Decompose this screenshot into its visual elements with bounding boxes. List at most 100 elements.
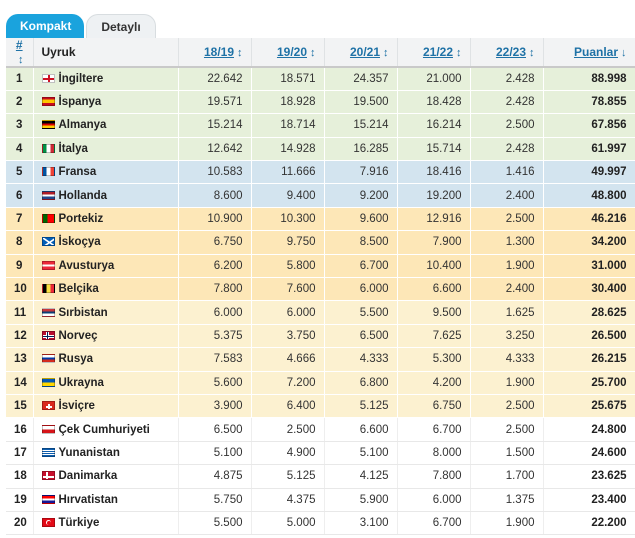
season-points-cell: 2.428 — [470, 67, 544, 91]
season-points-cell: 3.900 — [178, 394, 252, 419]
country-name[interactable]: İtalya — [58, 142, 88, 155]
country-name[interactable]: İspanya — [58, 96, 102, 109]
column-header-season-21-22[interactable]: 21/22 ↕ — [397, 38, 471, 68]
table-row: 17 Yunanistan 5.100 4.900 5.100 8.000 1.500 24.… — [6, 441, 635, 466]
total-points-cell: 49.997 — [543, 160, 635, 185]
total-points-cell: 88.998 — [543, 67, 635, 91]
country-cell: Avusturya — [33, 254, 179, 279]
table-row: 12 Norveç 5.375 3.750 6.500 7.625 3.250 26.500 — [6, 324, 635, 349]
country-name[interactable]: Çek Cumhuriyeti — [58, 423, 150, 436]
season-points-cell: 10.900 — [178, 207, 252, 232]
season-points-cell: 5.000 — [251, 511, 325, 536]
column-header-season-20-21[interactable]: 20/21 ↕ — [324, 38, 398, 68]
column-header-points[interactable]: Puanlar ↓ — [543, 38, 635, 68]
country-cell: Portekiz — [33, 207, 179, 232]
country-name[interactable]: Portekiz — [58, 213, 104, 226]
country-name[interactable]: Norveç — [58, 329, 98, 342]
column-header-season-19-20[interactable]: 19/20 ↕ — [251, 38, 325, 68]
country-name[interactable]: Danimarka — [58, 470, 118, 483]
total-points-cell: 48.800 — [543, 183, 635, 208]
rank-cell: 1 — [6, 67, 34, 91]
country-name[interactable]: İngiltere — [58, 72, 104, 85]
season-points-cell: 19.571 — [178, 90, 252, 115]
rank-cell: 2 — [6, 90, 34, 115]
rank-cell: 13 — [6, 347, 34, 372]
country-name[interactable]: Sırbistan — [58, 306, 108, 319]
season-points-cell: 7.200 — [251, 371, 325, 395]
season-points-cell: 1.300 — [470, 230, 544, 255]
season-points-cell: 1.625 — [470, 300, 544, 325]
season-points-cell: 6.000 — [324, 277, 398, 302]
table-header-row: #↕ Uyruk 18/19 ↕ 19/20 ↕ 20/21 ↕ 21/22 ↕ 22/… — [6, 38, 635, 68]
country-name[interactable]: Hırvatistan — [58, 493, 118, 506]
sort-both-icon: ↕ — [529, 47, 535, 59]
total-points-cell: 22.200 — [543, 511, 635, 536]
country-name[interactable]: Avusturya — [58, 259, 115, 272]
season-points-cell: 1.700 — [470, 464, 544, 489]
rank-cell: 17 — [6, 441, 34, 466]
rank-cell: 15 — [6, 394, 34, 419]
sort-both-icon: ↕ — [310, 47, 316, 59]
country-name[interactable]: Fransa — [58, 166, 97, 179]
table-row: 15 İsviçre 3.900 6.400 5.125 6.750 2.500 25.675 — [6, 394, 635, 419]
country-name[interactable]: Türkiye — [58, 517, 100, 530]
country-name[interactable]: Yunanistan — [58, 446, 120, 459]
country-name[interactable]: Rusya — [58, 353, 94, 366]
table-body: 1 İngiltere 22.642 18.571 24.357 21.000 2.428 8… — [6, 67, 635, 536]
total-points-cell: 24.800 — [543, 417, 635, 442]
table-row: 20 Türkiye 5.500 5.000 3.100 6.700 1.900 22.200 — [6, 511, 635, 536]
season-points-cell: 10.583 — [178, 160, 252, 185]
season-points-cell: 2.428 — [470, 90, 544, 115]
season-points-cell: 2.500 — [251, 417, 325, 442]
season-points-cell: 5.100 — [178, 441, 252, 466]
rank-cell: 19 — [6, 488, 34, 512]
season-points-cell: 6.000 — [397, 488, 471, 512]
country-name[interactable]: Ukrayna — [58, 376, 104, 389]
season-points-cell: 5.375 — [178, 324, 252, 349]
country-name[interactable]: Almanya — [58, 119, 107, 132]
table-row: 8 İskoçya 6.750 9.750 8.500 7.900 1.300 34.200 — [6, 230, 635, 255]
flag-gre-icon — [41, 447, 55, 457]
total-points-cell: 30.400 — [543, 277, 635, 302]
season-points-cell: 5.900 — [324, 488, 398, 512]
table-row: 19 Hırvatistan 5.750 4.375 5.900 6.000 1.375 23… — [6, 488, 635, 512]
season-points-cell: 11.666 — [251, 160, 325, 185]
country-cell: İspanya — [33, 90, 179, 115]
flag-cro-icon — [41, 494, 55, 504]
season-points-cell: 6.500 — [178, 417, 252, 442]
season-21-22-header-label: 21/22 — [422, 45, 453, 59]
country-cell: Yunanistan — [33, 441, 179, 466]
rank-cell: 6 — [6, 183, 34, 208]
season-points-cell: 1.900 — [470, 371, 544, 395]
total-points-cell: 23.400 — [543, 488, 635, 512]
sort-both-icon: ↕ — [383, 47, 389, 59]
rank-cell: 11 — [6, 300, 34, 325]
rank-cell: 8 — [6, 230, 34, 255]
season-points-cell: 1.500 — [470, 441, 544, 466]
country-name[interactable]: Hollanda — [58, 189, 108, 202]
tab-compact[interactable]: Kompakt — [6, 14, 84, 38]
column-header-season-18-19[interactable]: 18/19 ↕ — [178, 38, 252, 68]
season-points-cell: 6.500 — [324, 324, 398, 349]
season-points-cell: 6.700 — [397, 417, 471, 442]
column-header-season-22-23[interactable]: 22/23 ↕ — [470, 38, 544, 68]
table-row: 7 Portekiz 10.900 10.300 9.600 12.916 2.500 46.… — [6, 207, 635, 232]
season-points-cell: 7.916 — [324, 160, 398, 185]
country-name[interactable]: İskoçya — [58, 236, 101, 249]
sort-both-icon: ↕ — [456, 47, 462, 59]
season-points-cell: 2.500 — [470, 113, 544, 138]
season-points-cell: 4.200 — [397, 371, 471, 395]
country-cell: Sırbistan — [33, 300, 179, 325]
column-header-rank[interactable]: #↕ — [6, 38, 34, 68]
country-name[interactable]: Belçika — [58, 283, 99, 296]
season-points-cell: 5.300 — [397, 347, 471, 372]
rank-cell: 16 — [6, 417, 34, 442]
rank-header-label: # — [15, 38, 23, 52]
country-name[interactable]: İsviçre — [58, 400, 95, 413]
season-points-cell: 8.500 — [324, 230, 398, 255]
tab-detailed[interactable]: Detaylı — [86, 14, 156, 38]
season-points-cell: 16.285 — [324, 137, 398, 162]
flag-eng-icon — [41, 73, 55, 83]
sort-both-icon: ↕ — [18, 54, 24, 66]
season-18-19-header-label: 18/19 — [203, 45, 234, 59]
